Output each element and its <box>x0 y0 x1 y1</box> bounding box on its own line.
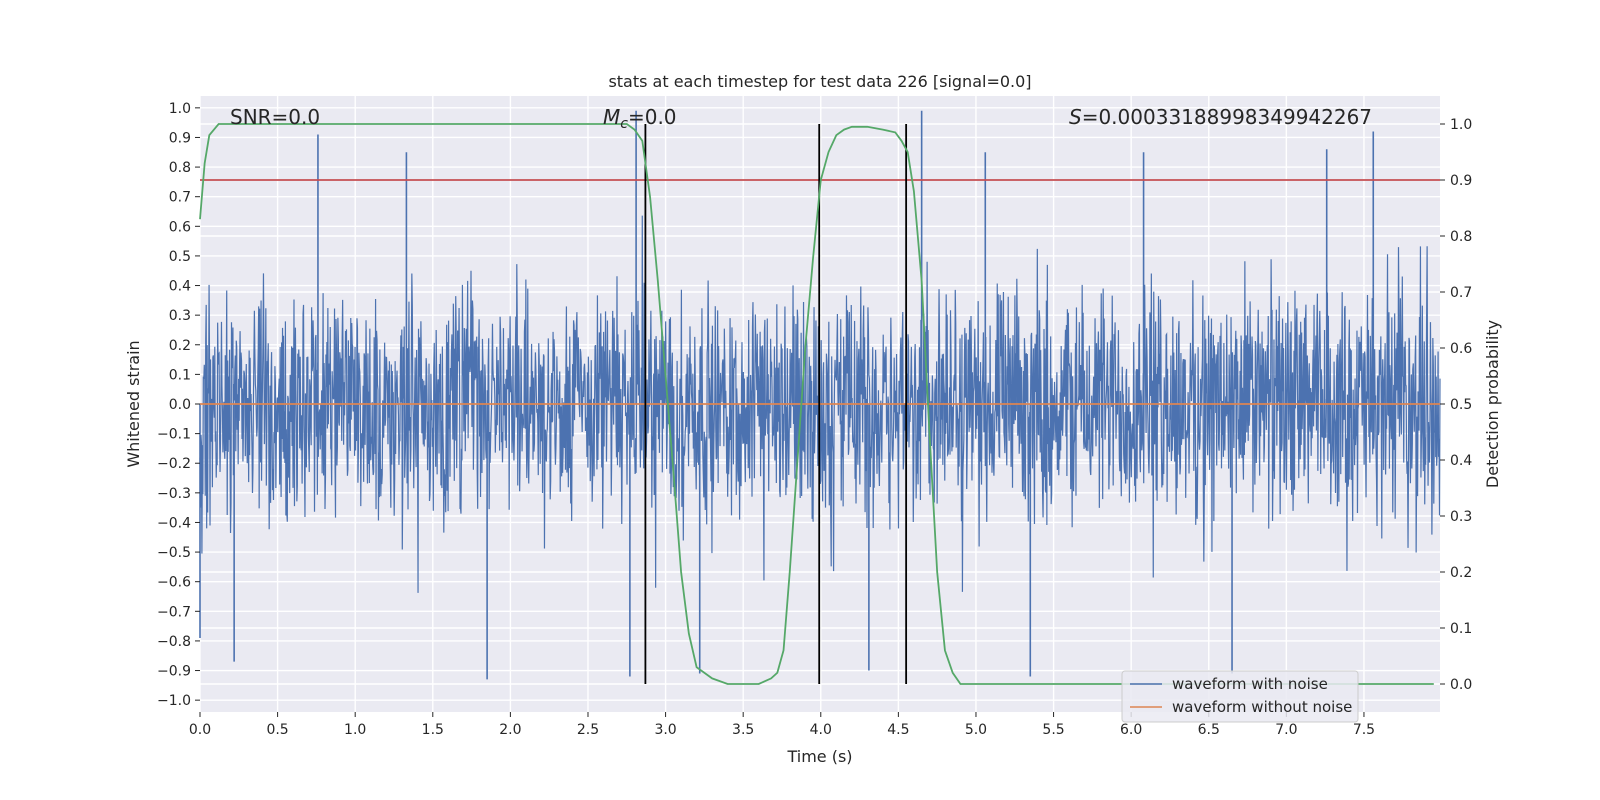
x-tick-label: 0.5 <box>266 722 288 738</box>
x-tick-label: 0.0 <box>189 722 211 738</box>
y-left-tick-label: −0.8 <box>157 634 191 650</box>
score-annotation: S=0.00033188998349942267 <box>1069 105 1372 129</box>
legend: waveform with noise waveform without noi… <box>1121 670 1359 723</box>
y-left-tick-label: 0.8 <box>169 160 191 176</box>
y-left-tick-label: −0.9 <box>157 664 191 680</box>
right-y-axis-ticks: 1.0 0.9 0.8 0.7 0.6 0.5 0.4 0.3 0.2 0.1 0.0 <box>1440 117 1472 693</box>
y-right-tick-label: 0.6 <box>1450 341 1472 357</box>
detection-probability-line <box>199 123 1434 685</box>
y-left-tick-label: 0.7 <box>169 190 191 206</box>
x-tick-label: 1.0 <box>344 722 366 738</box>
y-left-tick-label: −0.4 <box>157 515 191 531</box>
x-axis-label: Time (s) <box>786 747 852 766</box>
y-left-tick-label: −1.0 <box>157 693 191 709</box>
x-tick-label: 7.0 <box>1275 722 1297 738</box>
x-tick-label: 5.0 <box>965 722 987 738</box>
y-left-tick-label: 0.3 <box>169 308 191 324</box>
y-right-tick-label: 0.9 <box>1450 173 1472 189</box>
chirp-mass-annotation: Mc=0.0 <box>603 105 677 132</box>
y-left-tick-label: −0.6 <box>157 575 191 591</box>
legend-box <box>1121 670 1359 723</box>
x-tick-label: 6.0 <box>1120 722 1142 738</box>
y-left-tick-label: 1.0 <box>169 101 191 117</box>
overlay-series <box>199 123 1440 685</box>
y-left-tick-label: 0.0 <box>169 397 191 413</box>
y-left-tick-label: −0.1 <box>157 427 191 443</box>
y-right-tick-label: 0.1 <box>1450 621 1472 637</box>
x-tick-label: 2.0 <box>499 722 521 738</box>
left-y-axis-ticks: 1.0 0.9 0.8 0.7 0.6 0.5 0.4 0.3 0.2 0.1 0.0 −0.1 −0.… <box>157 101 200 709</box>
y-right-tick-label: 0.3 <box>1450 509 1472 525</box>
x-axis-ticks: 0.0 0.5 1.0 1.5 2.0 2.5 3.0 3.5 4.0 4.5 5.0 5.5 6.0 6… <box>189 712 1375 738</box>
y-left-tick-label: 0.4 <box>169 279 191 295</box>
y-right-tick-label: 0.2 <box>1450 565 1472 581</box>
y-right-tick-label: 0.4 <box>1450 453 1472 469</box>
y-right-tick-label: 0.5 <box>1450 397 1472 413</box>
x-tick-label: 5.5 <box>1042 722 1064 738</box>
snr-annotation: SNR=0.0 <box>230 105 320 129</box>
y-right-tick-label: 0.8 <box>1450 229 1472 245</box>
y-left-tick-label: −0.2 <box>157 456 191 472</box>
y-left-tick-label: 0.9 <box>169 130 191 146</box>
right-y-axis-label: Detection probability <box>1483 320 1502 488</box>
y-right-tick-label: 1.0 <box>1450 117 1472 133</box>
y-left-tick-label: 0.5 <box>169 249 191 265</box>
y-left-tick-label: −0.5 <box>157 545 191 561</box>
left-y-axis-label: Whitened strain <box>124 340 143 467</box>
y-right-tick-label: 0.7 <box>1450 285 1472 301</box>
y-right-tick-label: 0.0 <box>1450 677 1472 693</box>
chart-title: stats at each timestep for test data 226… <box>608 72 1031 91</box>
legend-label-with-noise: waveform with noise <box>1172 675 1328 693</box>
y-left-tick-label: 0.2 <box>169 338 191 354</box>
x-tick-label: 7.5 <box>1353 722 1375 738</box>
legend-label-without-noise: waveform without noise <box>1172 698 1352 716</box>
y-left-tick-label: 0.1 <box>169 367 191 383</box>
x-tick-label: 1.5 <box>422 722 444 738</box>
x-tick-label: 3.0 <box>654 722 676 738</box>
x-tick-label: 2.5 <box>577 722 599 738</box>
x-tick-label: 3.5 <box>732 722 754 738</box>
x-tick-label: 4.0 <box>810 722 832 738</box>
x-tick-label: 6.5 <box>1198 722 1220 738</box>
x-tick-label: 4.5 <box>887 722 909 738</box>
y-left-tick-label: 0.6 <box>169 219 191 235</box>
y-left-tick-label: −0.7 <box>157 604 191 620</box>
y-left-tick-label: −0.3 <box>157 486 191 502</box>
